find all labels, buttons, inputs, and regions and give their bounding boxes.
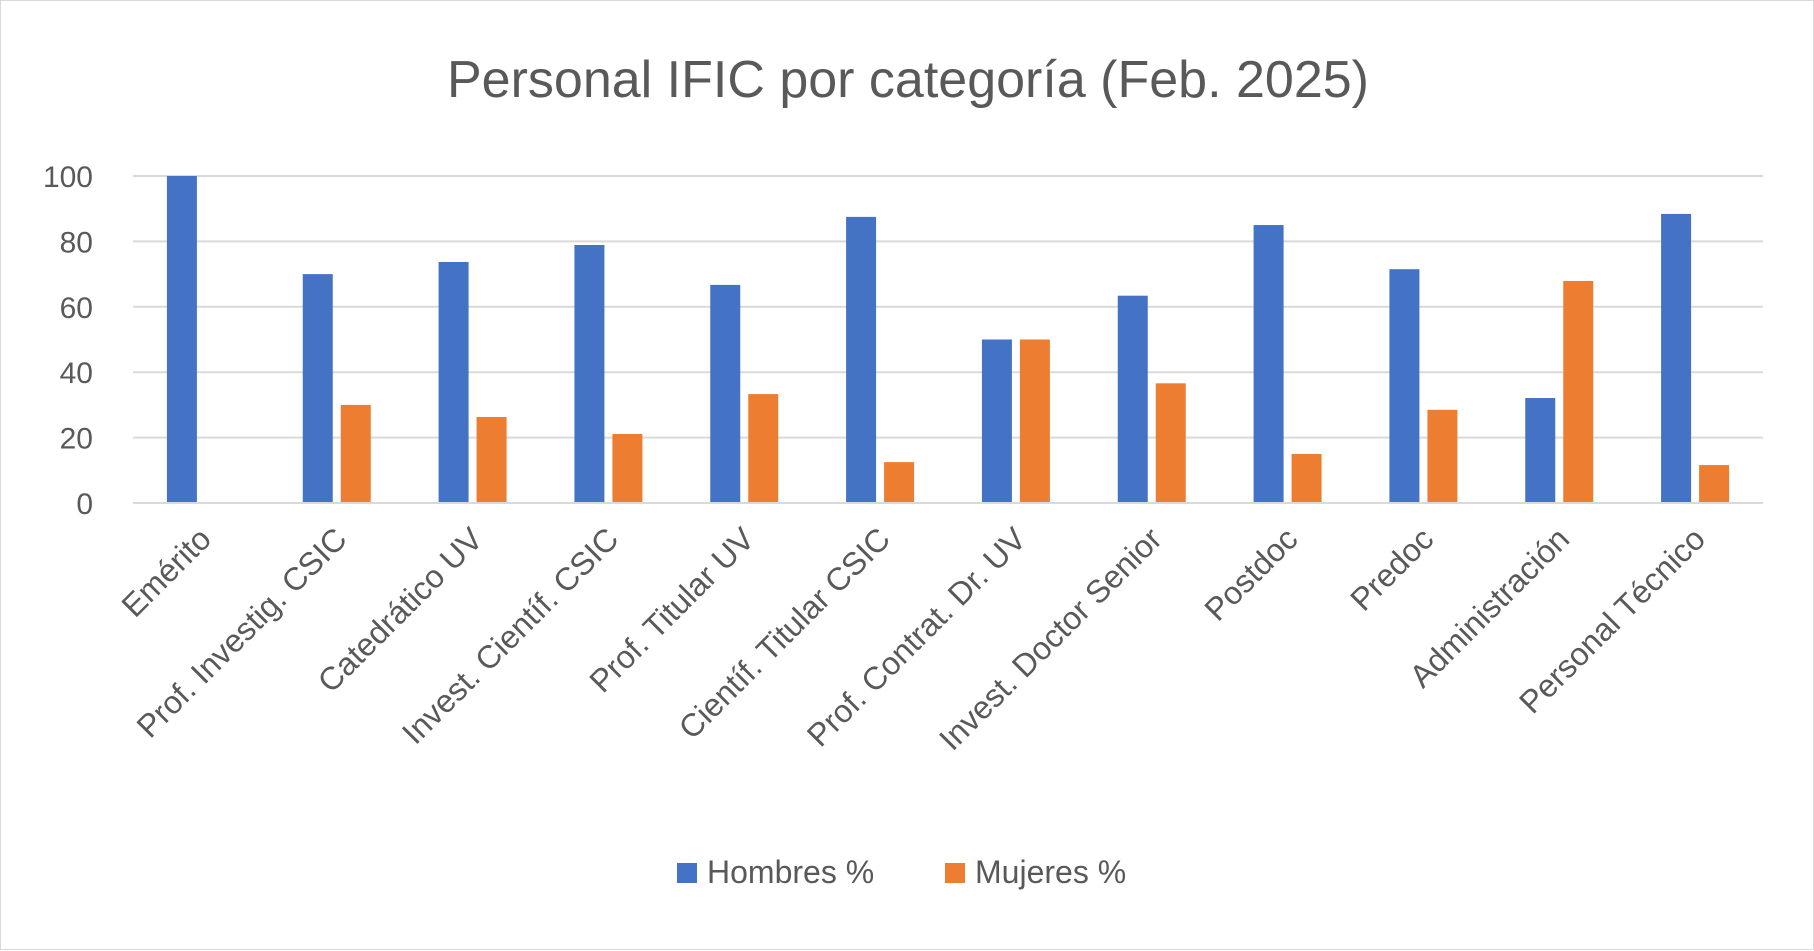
y-tick-label: 60 — [60, 292, 93, 325]
y-tick-label: 100 — [43, 161, 93, 194]
legend-label-mujeres: Mujeres % — [975, 854, 1126, 890]
bar-mujeres-2 — [476, 416, 507, 503]
bar-hombres-11 — [1661, 213, 1692, 503]
bar-hombres-2 — [438, 262, 469, 503]
y-tick-label: 20 — [60, 423, 93, 456]
category-label: Emérito — [114, 520, 217, 623]
bar-layer — [166, 176, 1730, 504]
legend-swatch-hombres — [677, 863, 697, 883]
chart-title: Personal IFIC por categoría (Feb. 2025) — [447, 51, 1369, 109]
bar-hombres-8 — [1253, 225, 1284, 504]
bar-mujeres-3 — [612, 434, 643, 503]
y-tick-label: 40 — [60, 357, 93, 390]
bar-hombres-5 — [846, 216, 877, 503]
y-axis-ticks: 0 20 40 60 80 100 — [43, 161, 93, 521]
bar-hombres-7 — [1117, 295, 1148, 503]
bar-hombres-4 — [710, 284, 741, 503]
bar-mujeres-7 — [1155, 383, 1186, 503]
y-tick-label: 0 — [76, 488, 93, 521]
category-label: Prof. Contrat. Dr. UV — [800, 520, 1033, 753]
category-label: Predoc — [1343, 520, 1440, 617]
category-label: Postdoc — [1197, 520, 1304, 627]
bar-hombres-0 — [166, 176, 197, 503]
bar-mujeres-9 — [1427, 409, 1458, 503]
bar-hombres-10 — [1525, 398, 1556, 503]
bar-mujeres-6 — [1019, 339, 1050, 503]
bar-hombres-3 — [574, 244, 605, 503]
bar-mujeres-1 — [340, 404, 371, 503]
bar-hombres-1 — [302, 274, 333, 503]
grid-layer — [133, 175, 1763, 439]
bar-mujeres-11 — [1699, 465, 1730, 503]
bar-mujeres-4 — [748, 394, 779, 503]
bar-hombres-6 — [981, 339, 1012, 503]
bar-mujeres-5 — [884, 462, 915, 503]
category-label: Invest. Doctor Senior — [932, 520, 1169, 757]
bar-mujeres-8 — [1291, 453, 1322, 503]
y-tick-label: 80 — [60, 226, 93, 259]
bar-mujeres-10 — [1563, 280, 1594, 503]
legend-swatch-mujeres — [945, 863, 965, 883]
legend: Hombres % Mujeres % — [677, 854, 1126, 890]
bar-hombres-9 — [1389, 269, 1420, 503]
legend-label-hombres: Hombres % — [707, 854, 874, 890]
